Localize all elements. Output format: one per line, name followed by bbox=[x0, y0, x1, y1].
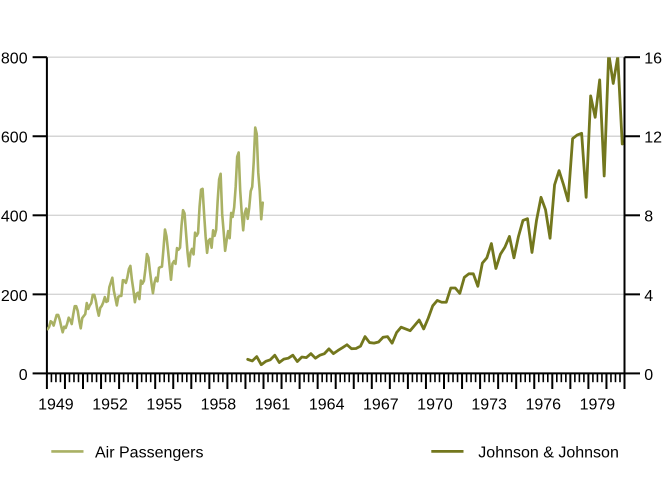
svg-text:Johnson & Johnson: Johnson & Johnson bbox=[478, 445, 619, 462]
svg-text:1970: 1970 bbox=[417, 397, 453, 414]
svg-text:0: 0 bbox=[19, 367, 28, 384]
svg-text:1967: 1967 bbox=[363, 397, 399, 414]
svg-text:Air Passengers: Air Passengers bbox=[95, 445, 204, 462]
svg-text:1952: 1952 bbox=[92, 397, 128, 414]
svg-text:1961: 1961 bbox=[255, 397, 291, 414]
svg-text:400: 400 bbox=[1, 209, 28, 226]
svg-text:16: 16 bbox=[644, 51, 662, 68]
svg-text:1955: 1955 bbox=[146, 397, 182, 414]
svg-text:1976: 1976 bbox=[525, 397, 561, 414]
svg-text:1964: 1964 bbox=[309, 397, 345, 414]
svg-text:600: 600 bbox=[1, 130, 28, 147]
svg-text:0: 0 bbox=[644, 367, 653, 384]
svg-text:200: 200 bbox=[1, 288, 28, 305]
svg-text:12: 12 bbox=[644, 130, 662, 147]
svg-text:1973: 1973 bbox=[471, 397, 507, 414]
svg-text:4: 4 bbox=[644, 288, 653, 305]
svg-text:800: 800 bbox=[1, 51, 28, 68]
svg-text:1979: 1979 bbox=[580, 397, 616, 414]
svg-text:8: 8 bbox=[644, 209, 653, 226]
svg-text:1958: 1958 bbox=[201, 397, 237, 414]
svg-text:1949: 1949 bbox=[38, 397, 74, 414]
